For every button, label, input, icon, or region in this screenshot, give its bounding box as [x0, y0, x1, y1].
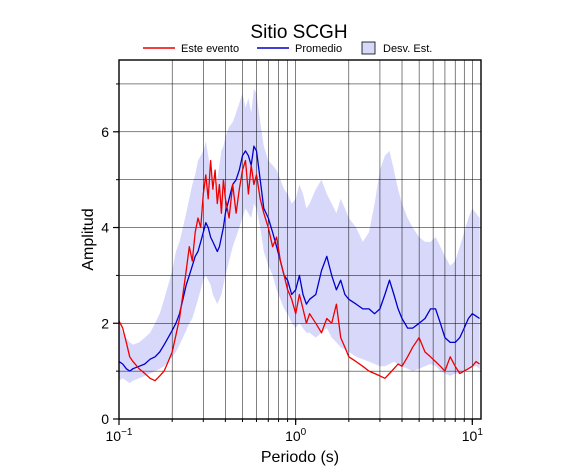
- y-tick-label: 2: [101, 315, 109, 331]
- y-tick-label: 6: [101, 124, 109, 140]
- tick-layer: 0 2 4 6 10−1 100 101: [101, 83, 484, 444]
- x-tick-label: 10−1: [106, 427, 133, 444]
- legend-event-label: Este evento: [181, 43, 239, 55]
- legend-std-swatch: [361, 41, 376, 55]
- plot-frame: [118, 59, 482, 420]
- y-tick-label: 4: [101, 220, 109, 236]
- legend-std-label: Desv. Est.: [383, 43, 432, 55]
- series-line-este-evento: [118, 159, 480, 382]
- legend-average-label: Promedio: [295, 43, 342, 55]
- x-tick-label: 101: [462, 427, 484, 444]
- series-line-promedio: [118, 145, 480, 372]
- legend: Este evento Promedio Desv. Est.: [143, 41, 432, 55]
- grid-layer: [118, 60, 481, 419]
- series-layer: [118, 145, 480, 382]
- y-axis-label: Amplitud: [80, 208, 97, 270]
- x-tick-label: 100: [285, 427, 307, 444]
- std-band-area: [119, 88, 480, 384]
- std-band-layer: [119, 88, 480, 384]
- y-tick-label: 0: [101, 411, 109, 427]
- chart-title: Sitio SCGH: [250, 22, 347, 43]
- x-axis-label: Periodo (s): [261, 449, 339, 466]
